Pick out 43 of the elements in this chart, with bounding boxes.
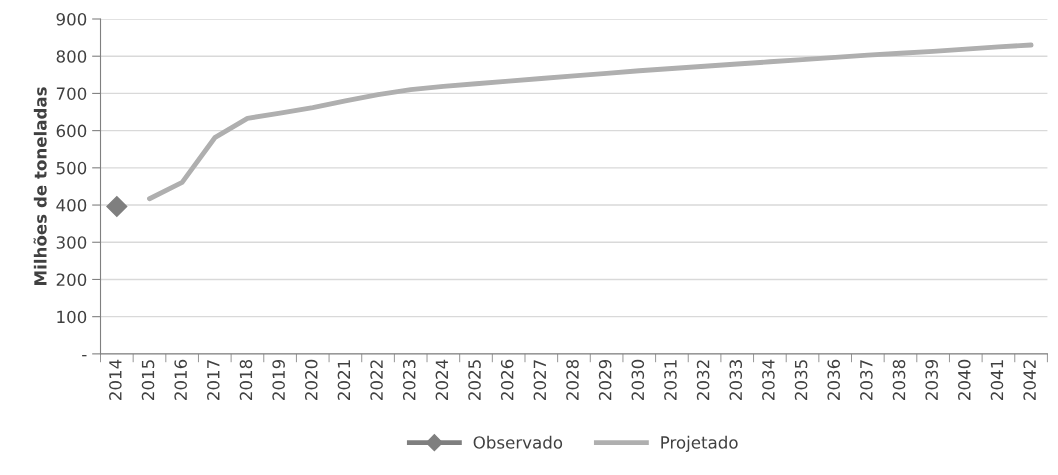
y-tick-label: 700 [56, 87, 87, 100]
x-tick-label: 2039 [925, 359, 938, 400]
legend-label: Projetado [661, 435, 738, 452]
x-tick-label: 2018 [239, 359, 253, 400]
x-tick-label: 2023 [402, 360, 416, 400]
y-tick-label: 900 [56, 12, 87, 26]
x-tick-label: 2025 [468, 360, 481, 400]
x-tick-label: 2030 [631, 359, 645, 400]
y-tick-label: 500 [56, 161, 87, 175]
y-tick-label: 800 [56, 50, 87, 63]
x-tick-label: 2034 [762, 359, 775, 400]
x-tick-label: 2028 [566, 359, 579, 400]
y-tick-label: 300 [56, 236, 87, 249]
x-tick-label: 2026 [500, 359, 514, 400]
x-tick-label: 2041 [990, 360, 1004, 400]
x-tick-label: 2042 [1023, 360, 1036, 400]
y-tick-label: 200 [56, 273, 87, 287]
x-tick-label: 2033 [729, 360, 743, 400]
y-tick-label: 100 [57, 310, 87, 324]
y-axis-title: Milhões de toneladas [33, 87, 47, 285]
x-tick-label: 2040 [958, 359, 971, 400]
x-tick-label: 2015 [141, 360, 155, 400]
y-tick-label: - [82, 354, 87, 357]
x-tick-label: 2038 [892, 359, 906, 400]
line-series [147, 42, 1034, 202]
x-tick-label: 2029 [598, 359, 612, 400]
legend-label: Observado [473, 435, 563, 449]
x-tick-label: 2035 [794, 360, 808, 400]
x-tick-label: 2019 [272, 359, 285, 400]
x-tick-label: 2017 [207, 360, 220, 400]
x-tick-label: 2027 [533, 360, 547, 400]
x-tick-label: 2037 [860, 360, 873, 400]
x-tick-label: 2014 [109, 359, 122, 400]
x-tick-label: 2020 [304, 359, 318, 400]
y-tick-label: 400 [56, 199, 87, 212]
y-tick-label: 600 [56, 124, 87, 138]
x-tick-label: 2032 [696, 360, 710, 400]
x-tick-label: 2016 [174, 359, 187, 400]
x-tick-label: 2024 [435, 359, 449, 400]
x-tick-label: 2022 [370, 360, 383, 400]
x-tick-label: 2036 [827, 359, 841, 400]
x-tick-label: 2031 [664, 360, 677, 400]
x-tick-label: 2021 [337, 360, 351, 400]
